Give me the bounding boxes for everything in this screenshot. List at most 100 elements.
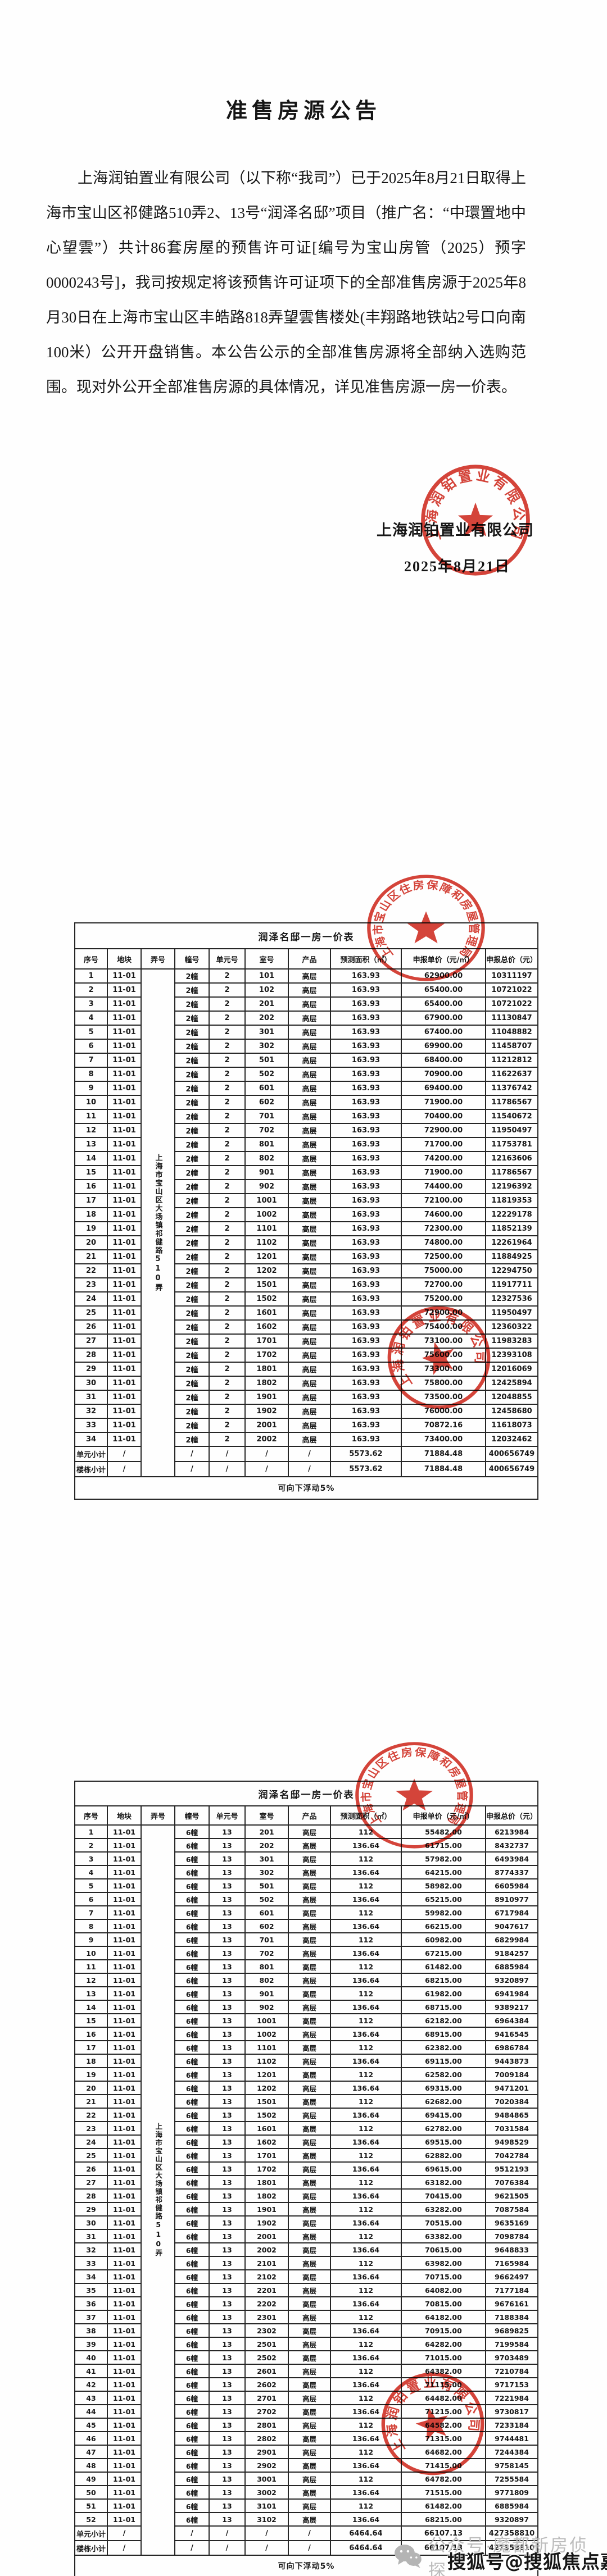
cell: 12425894 (484, 1376, 539, 1391)
cell: 9498529 (484, 2134, 539, 2149)
cell: 11130847 (484, 1011, 539, 1026)
cell: 高层 (288, 1095, 331, 1110)
cell: 1601 (244, 2121, 289, 2136)
cell: 13 (209, 1932, 246, 1947)
table-row: 3 11-01 2幢 2 201 高层 163.93 65400.00 10721022 (74, 996, 539, 1012)
cell: 400656749 (484, 1461, 539, 1477)
cell: 2 (209, 1165, 246, 1180)
table-row: 5 11-01 6幢 13 501 高层 112 58982.00 6605984 (74, 1878, 539, 1893)
cell: 高层 (288, 2148, 331, 2163)
cell: 11-01 (107, 2472, 142, 2486)
cell: 8432737 (484, 1838, 539, 1853)
cell: / (107, 1446, 142, 1462)
cell: 6493984 (484, 1851, 539, 1866)
cell: 5573.62 (330, 1461, 402, 1477)
cell: 136.64 (330, 2296, 402, 2311)
price-table-building-2: 润泽名邸一房一价表 序号 地块 弄号 幢号 单元号 室号 产品 预测面积（㎡） … (74, 922, 539, 1500)
cell: 高层 (288, 2485, 331, 2500)
cell: 高层 (288, 1432, 331, 1447)
cell: 高层 (288, 1221, 331, 1236)
cell: 11-01 (107, 1905, 142, 1920)
cell: 2幢 (174, 1081, 210, 1096)
cell: 13 (209, 2054, 246, 2068)
table-row: 24 11-01 2幢 2 1502 高层 163.93 75200.00 12327536 (74, 1291, 539, 1307)
table-row: 40 11-01 6幢 13 2502 高层 136.64 71015.00 9703489 (74, 2350, 539, 2365)
cell: 11618073 (484, 1418, 539, 1433)
cell: 72300.00 (401, 1221, 486, 1236)
cell: 69315.00 (401, 2081, 486, 2095)
cell: 12327536 (484, 1291, 539, 1307)
cell: 2 (209, 1039, 246, 1054)
cell: 13 (209, 2229, 246, 2243)
cell: 19 (74, 1221, 108, 1236)
cell: 13 (209, 1851, 246, 1866)
cell: 163.93 (330, 1025, 402, 1040)
cell: 2幢 (174, 982, 210, 998)
cell: 1801 (244, 2175, 289, 2190)
table-row: 22 11-01 2幢 2 1202 高层 163.93 75000.00 12294750 (74, 1263, 539, 1278)
cell: 9676161 (484, 2296, 539, 2311)
cell: 高层 (288, 2310, 331, 2324)
lane-address-cell: 上海市宝山区大场镇祁健路510弄 (141, 1824, 175, 2556)
cell: 112 (330, 2418, 402, 2432)
cell: 13 (209, 1865, 246, 1879)
cell: 163.93 (330, 1235, 402, 1250)
cell: 11376742 (484, 1081, 539, 1096)
table-row: 8 11-01 6幢 13 602 高层 136.64 66215.00 9047617 (74, 1919, 539, 1933)
table-row: 10 11-01 6幢 13 702 高层 136.64 67215.00 9184257 (74, 1946, 539, 1960)
cell: 59982.00 (401, 1905, 486, 1920)
cell: 高层 (288, 2377, 331, 2392)
cell: 高层 (288, 2431, 331, 2446)
cell: 136.64 (330, 1892, 402, 1906)
cell: 64082.00 (401, 2283, 486, 2297)
cell: 62382.00 (401, 2040, 486, 2055)
cell: 14 (74, 1151, 108, 1166)
cell: 11-01 (107, 1865, 142, 1879)
subtotal-label: 单元小计 (74, 2525, 108, 2541)
cell: 高层 (288, 2283, 331, 2297)
cell: 136.64 (330, 2323, 402, 2338)
cell: 163.93 (330, 1067, 402, 1082)
cell: 65215.00 (401, 1892, 486, 1906)
cell: 高层 (288, 2512, 331, 2527)
cell: 2201 (244, 2283, 289, 2297)
subtotal-label: 楼栋小计 (74, 1461, 108, 1477)
table-row: 17 11-01 2幢 2 1001 高层 163.93 72100.00 11819353 (74, 1193, 539, 1208)
table-header-row: 序号 地块 弄号 幢号 单元号 室号 产品 预测面积（㎡） 申报单价（元/㎡） … (74, 948, 539, 970)
cell: 112 (330, 2498, 402, 2513)
cell: 高层 (288, 1404, 331, 1419)
cell: 高层 (288, 1291, 331, 1307)
cell: 18 (74, 2054, 108, 2068)
cell: 2901 (244, 2445, 289, 2459)
cell: 高层 (288, 2498, 331, 2513)
table-row: 9 11-01 6幢 13 701 高层 112 60982.00 6829984 (74, 1932, 539, 1947)
table-row: 1 11-01 上海市宝山区大场镇祁健路510弄 6幢 13 201 高层 112 55482.… (74, 1824, 539, 2556)
cell: 13 (209, 2377, 246, 2392)
cell: / (288, 2540, 331, 2556)
col-header: 预测面积（㎡） (330, 948, 402, 970)
cell: 45 (74, 2418, 108, 2432)
cell: 2 (209, 1011, 246, 1026)
cell: 50 (74, 2485, 108, 2500)
cell: 1801 (244, 1362, 289, 1377)
cell: 11950497 (484, 1305, 539, 1321)
cell: 2 (209, 1109, 246, 1124)
cell: 13 (209, 1946, 246, 1960)
cell: 高层 (288, 2215, 331, 2230)
table-header-row: 序号 地块 弄号 幢号 单元号 室号 产品 预测面积（㎡） 申报单价（元/㎡） … (74, 1805, 539, 1826)
cell: 63182.00 (401, 2175, 486, 2190)
cell: / (288, 1446, 331, 1462)
cell: 6幢 (174, 2175, 210, 2190)
cell: 26 (74, 1319, 108, 1335)
cell: 高层 (288, 1319, 331, 1335)
cell: 72100.00 (401, 1193, 486, 1208)
cell: 6幢 (174, 1865, 210, 1879)
cell: 13 (209, 2512, 246, 2527)
cell: / (244, 1446, 289, 1462)
cell: 3001 (244, 2472, 289, 2486)
cell: 34 (74, 1432, 108, 1447)
cell: 高层 (288, 1249, 331, 1264)
cell: 高层 (288, 1946, 331, 1960)
cell: 9 (74, 1932, 108, 1947)
cell: 2幢 (174, 996, 210, 1012)
